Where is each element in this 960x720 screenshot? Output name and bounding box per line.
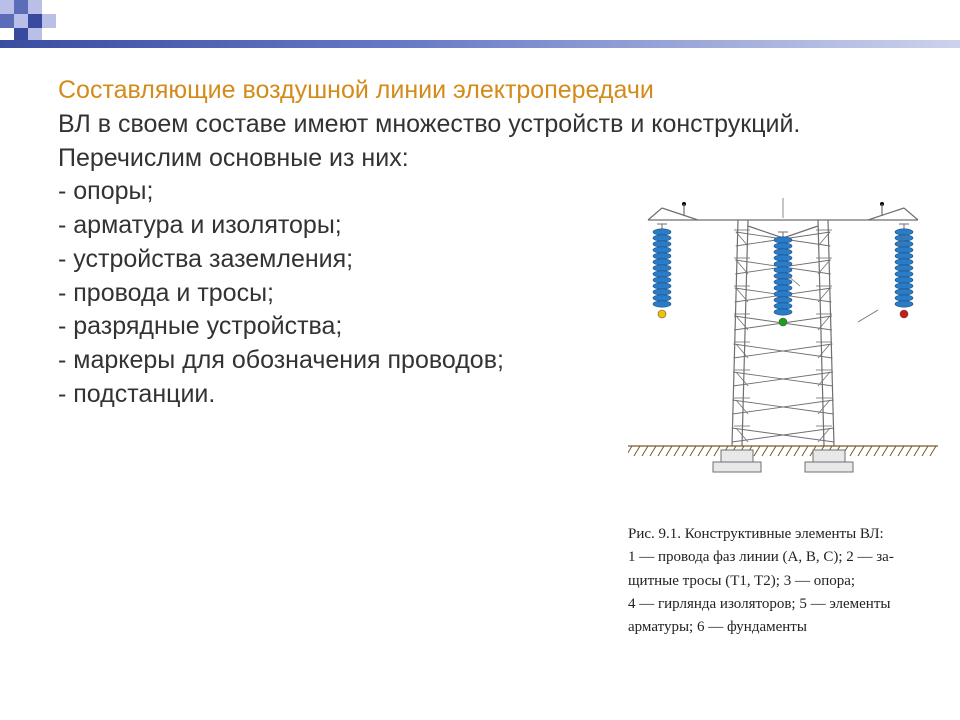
deco-square <box>42 14 56 28</box>
caption-head: Рис. 9.1. Конструктивные элементы ВЛ: <box>628 523 938 546</box>
caption-line: арматуры; 6 — фундаменты <box>628 616 938 639</box>
deco-square <box>28 14 42 28</box>
caption-line: 1 — провода фаз линии (A, B, C); 2 — за- <box>628 546 938 569</box>
caption-line: 4 — гирлянда изоляторов; 5 — элементы <box>628 593 938 616</box>
deco-square <box>14 14 28 28</box>
deco-square <box>0 14 14 28</box>
deco-square <box>14 0 28 14</box>
deco-square <box>28 0 42 14</box>
tower-diagram <box>628 190 938 510</box>
figure-caption: Рис. 9.1. Конструктивные элементы ВЛ: 1 … <box>628 523 938 639</box>
deco-square <box>0 0 14 14</box>
deco-square <box>28 28 42 40</box>
caption-line: щитные тросы (T1, T2); 3 — опора; <box>628 570 938 593</box>
tower-figure: Рис. 9.1. Конструктивные элементы ВЛ: 1 … <box>628 190 938 639</box>
slide-title: Составляющие воздушной линии электропере… <box>58 74 940 108</box>
corner-decoration <box>0 0 56 40</box>
intro-paragraph: ВЛ в своем составе имеют множество устро… <box>58 108 940 176</box>
header-gradient-bar <box>0 40 960 48</box>
deco-square <box>14 28 28 40</box>
